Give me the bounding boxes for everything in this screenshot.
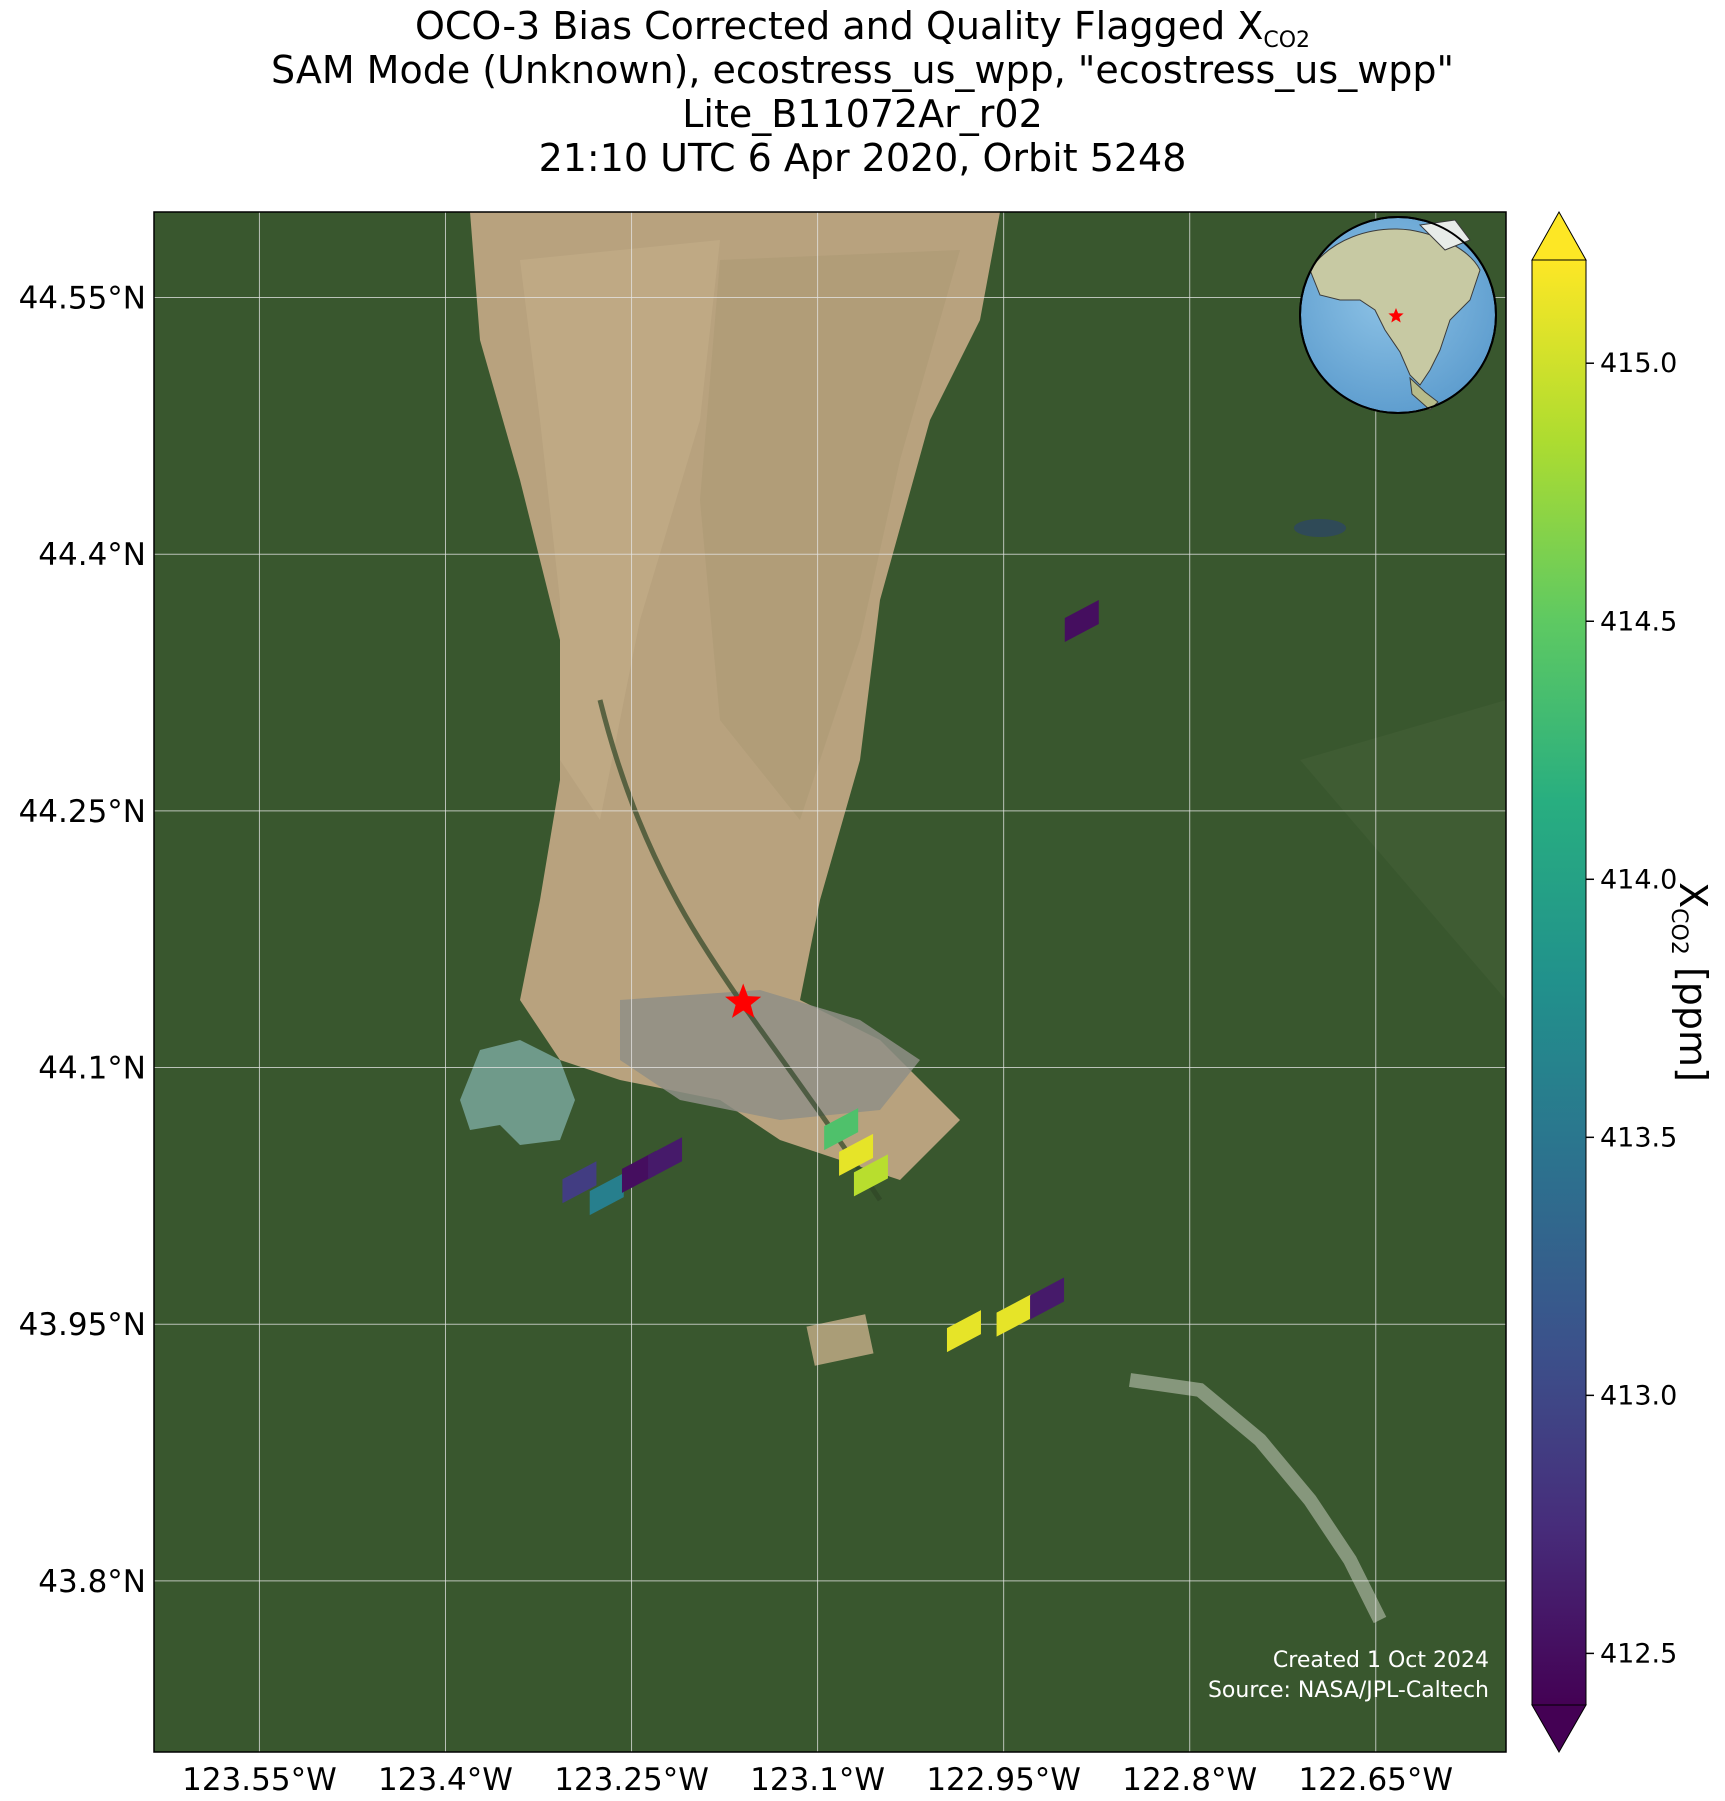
xco2-sounding <box>946 1310 981 1353</box>
title-line-1: OCO-3 Bias Corrected and Quality Flagged… <box>0 4 1725 52</box>
lat-tick-label: 43.8°N <box>38 1564 146 1600</box>
xco2-sounding <box>996 1294 1031 1337</box>
lat-tick-label: 44.4°N <box>38 537 146 573</box>
lon-tick-label: 123.1°W <box>750 1762 885 1798</box>
lon-tick-label: 122.8°W <box>1122 1762 1257 1798</box>
inset-globe <box>1299 216 1497 414</box>
latitude-tick-labels: 44.55°N 44.4°N 44.25°N 44.1°N 43.95°N 43.8°N <box>19 281 146 1600</box>
colorbar-tick-label: 415.0 <box>1600 348 1677 379</box>
colorbar-tick-label: 413.0 <box>1600 1380 1677 1411</box>
globe-greenland <box>1418 219 1471 251</box>
xco2-sounding <box>589 1173 624 1216</box>
colorbar-tick-label: 414.0 <box>1600 864 1677 895</box>
xco2-sounding <box>853 1154 888 1197</box>
basemap-features <box>154 212 1506 1752</box>
lat-tick-label: 44.25°N <box>19 794 146 830</box>
reservoir <box>1294 519 1346 537</box>
title-subscript: CO2 <box>1263 28 1311 53</box>
lon-tick-label: 122.95°W <box>926 1762 1081 1798</box>
lon-tick-label: 123.4°W <box>378 1762 513 1798</box>
lon-tick-label: 123.55°W <box>182 1762 337 1798</box>
globe-star-marker <box>1388 308 1404 323</box>
xco2-sounding <box>648 1137 683 1180</box>
xco2-sounding <box>1030 1277 1065 1320</box>
colorbar-extend-min <box>1531 1704 1587 1754</box>
created-date-note: Created 1 Oct 2024 <box>1272 1648 1489 1673</box>
target-star-marker <box>725 983 762 1018</box>
lat-tick-label: 43.95°N <box>19 1307 146 1343</box>
colorbar-label: XCO2 [ppm] <box>1666 882 1715 1082</box>
xco2-sounding <box>621 1150 656 1193</box>
title-line-3: Lite_B11072Ar_r02 <box>682 92 1043 136</box>
river <box>1129 1373 1387 1624</box>
title-line-2: SAM Mode (Unknown), ecostress_us_wpp, "e… <box>271 48 1454 92</box>
urban-area <box>620 990 920 1120</box>
colorbar-gradient <box>1532 260 1586 1705</box>
colorbar-tick-label: 414.5 <box>1600 606 1677 637</box>
xco2-sounding <box>839 1133 874 1176</box>
lon-tick-label: 122.65°W <box>1298 1762 1453 1798</box>
title-prefix: OCO-3 Bias Corrected and Quality Flagged… <box>414 4 1264 48</box>
title-block: OCO-3 Bias Corrected and Quality Flagged… <box>0 4 1725 180</box>
target-star <box>725 983 762 1018</box>
lat-tick-label: 44.1°N <box>38 1051 146 1087</box>
gridlines <box>154 212 1506 1752</box>
colorbar: 412.5 413.0 413.5 414.0 414.5 415.0 XCO2 [ppm… <box>1531 210 1715 1754</box>
lon-tick-label: 123.25°W <box>554 1762 709 1798</box>
longitude-tick-labels: 123.55°W 123.4°W 123.25°W 123.1°W 122.95°W 12… <box>182 1762 1453 1798</box>
colorbar-tick-label: 412.5 <box>1600 1638 1677 1669</box>
xco2-soundings <box>562 599 1099 1353</box>
colorbar-ticks: 412.5 413.0 413.5 414.0 414.5 415.0 <box>1586 348 1677 1669</box>
colorbar-tick-label: 413.5 <box>1600 1122 1677 1153</box>
xco2-sounding <box>1064 599 1099 642</box>
title-line-4: 21:10 UTC 6 Apr 2020, Orbit 5248 <box>538 136 1187 180</box>
map-panel <box>153 211 1507 1753</box>
colorbar-extend-max <box>1531 210 1587 261</box>
lake-fern-ridge <box>460 1040 575 1145</box>
map-frame <box>153 211 1507 1753</box>
lat-tick-label: 44.55°N <box>19 281 146 317</box>
xco2-sounding <box>562 1161 597 1204</box>
source-credit-note: Source: NASA/JPL-Caltech <box>1207 1678 1489 1703</box>
xco2-sounding <box>824 1108 859 1151</box>
